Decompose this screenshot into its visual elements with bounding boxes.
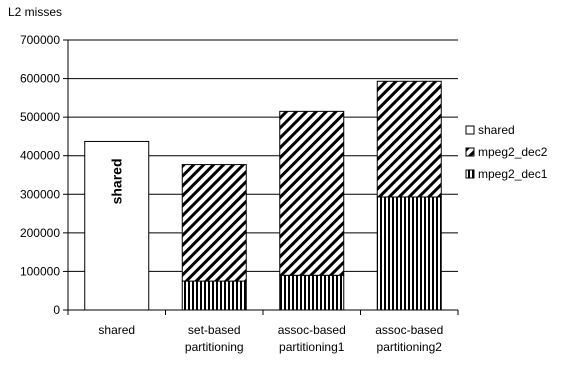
bars <box>84 80 442 311</box>
bar-annotation: shared <box>109 158 125 204</box>
bar-segment-mpeg2_dec1 <box>376 196 442 311</box>
x-tick-label: assoc-based <box>375 323 443 337</box>
y-tick-label: 700000 <box>20 33 60 47</box>
bar-segment-mpeg2_dec2 <box>376 80 442 198</box>
bar-segment-shared <box>84 140 150 311</box>
legend-label-mpeg2_dec1: mpeg2_dec1 <box>478 167 548 181</box>
legend-swatch-shared <box>465 125 475 135</box>
x-tick-label: assoc-based <box>278 323 346 337</box>
x-tick-label: set-based <box>188 323 241 337</box>
legend-label-shared: shared <box>478 123 515 137</box>
y-axis-label: L2 misses <box>8 5 62 19</box>
y-tick-label: 400000 <box>20 149 60 163</box>
bar-segment-mpeg2_dec2 <box>181 164 247 282</box>
legend-swatch-mpeg2_dec1 <box>465 169 475 179</box>
bar-segment-mpeg2_dec1 <box>181 280 247 311</box>
legend-label-mpeg2_dec2: mpeg2_dec2 <box>478 145 548 159</box>
y-tick-label: 200000 <box>20 226 60 240</box>
y-tick-label: 600000 <box>20 72 60 86</box>
legend-swatch-mpeg2_dec2 <box>465 147 475 157</box>
x-tick-label: partitioning2 <box>377 340 443 354</box>
y-tick-label: 500000 <box>20 110 60 124</box>
y-tick-label: 100000 <box>20 264 60 278</box>
legend: shared mpeg2_dec2 mpeg2_dec1 <box>465 123 548 181</box>
bar-segment-mpeg2_dec1 <box>279 274 345 311</box>
y-tick-label: 300000 <box>20 187 60 201</box>
y-tick-label: 0 <box>53 303 60 317</box>
x-tick-label: partitioning <box>185 340 244 354</box>
x-tick-label: partitioning1 <box>279 340 345 354</box>
bar-segment-mpeg2_dec2 <box>279 110 345 276</box>
axis-labels: 0 100000 200000 300000 400000 500000 600000 700… <box>8 5 443 354</box>
x-tick-label: shared <box>98 323 135 337</box>
